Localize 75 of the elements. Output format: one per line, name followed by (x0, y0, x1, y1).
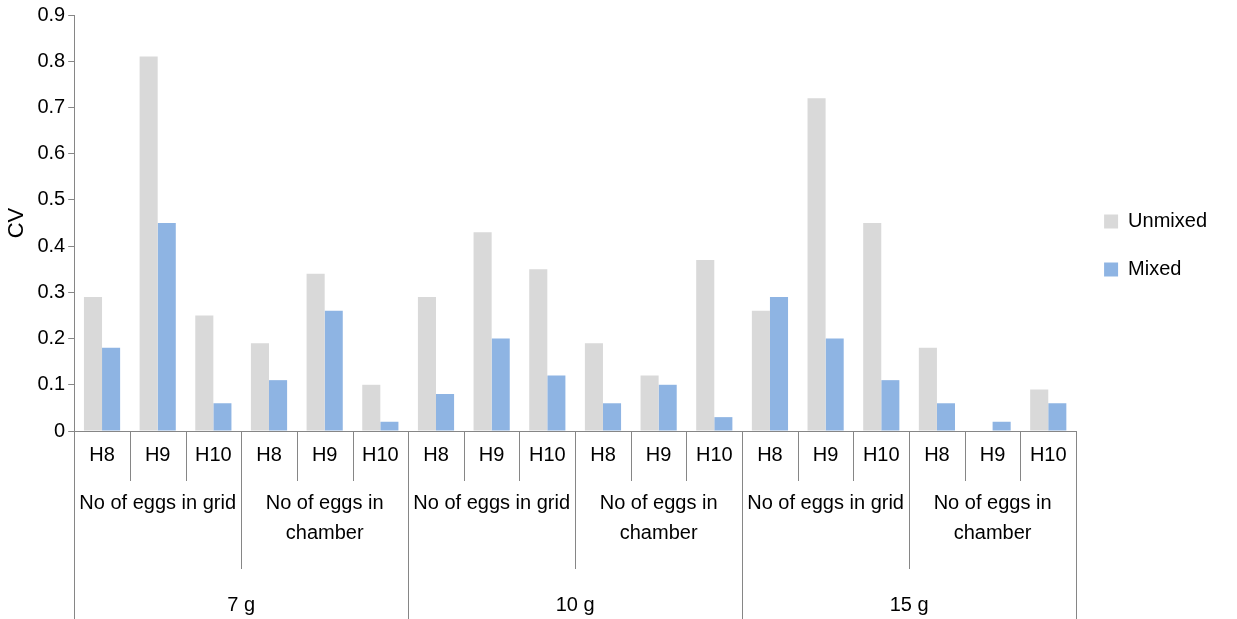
x-tick-label: H9 (979, 442, 1006, 465)
bar (306, 273, 325, 431)
bar (380, 421, 399, 431)
bar (83, 296, 103, 431)
text: No of eggs in chamber (265, 490, 384, 543)
x-tick-label: H9 (144, 442, 171, 465)
bar (269, 380, 288, 431)
x-tick-label: H8 (89, 442, 115, 465)
y-tick-label: 0.3 (37, 279, 66, 302)
y-tick-label: 0.1 (37, 372, 66, 395)
x-tick-label: H8 (757, 442, 783, 465)
bar (992, 421, 1011, 431)
x-tick-label: H8 (590, 442, 616, 465)
bar (102, 347, 121, 431)
bar (417, 296, 436, 431)
bar (714, 417, 733, 431)
x-tick-label: H9 (645, 442, 672, 465)
bar (324, 310, 343, 431)
x-tick-label: H9 (311, 442, 338, 465)
bar (602, 403, 622, 431)
x-tick-label: H10 (361, 442, 399, 465)
bar (751, 310, 770, 431)
bar (491, 338, 510, 431)
y-axis-title: CV (3, 207, 29, 239)
text: 7 g (227, 592, 256, 615)
text: 15 g (889, 592, 929, 615)
y-tick-label: 0 (54, 418, 66, 441)
text: No of eggs in grid (747, 490, 904, 513)
bar (547, 375, 566, 431)
bar (807, 98, 826, 431)
x-tick-label: H8 (423, 442, 449, 465)
bar (658, 384, 677, 431)
legend-label: Unmixed (1128, 209, 1208, 232)
bar (918, 347, 937, 431)
y-tick-label: 0.8 (37, 48, 66, 71)
bar (696, 259, 715, 431)
text: No of eggs in grid (413, 490, 571, 513)
bar (250, 343, 270, 431)
x-tick-label: H9 (478, 442, 505, 465)
x-tick-label: H10 (695, 442, 733, 465)
x-tick-label: H8 (924, 442, 950, 465)
bar (213, 403, 232, 431)
bar (473, 232, 492, 431)
bar (863, 223, 882, 431)
y-tick-label: 0.7 (37, 94, 66, 117)
x-tick-label: H10 (1029, 442, 1067, 465)
x-tick-label: H8 (256, 442, 282, 465)
bar (769, 296, 789, 431)
bar (435, 394, 455, 431)
bar (157, 223, 176, 431)
bar (936, 403, 956, 431)
y-tick-label: 0.5 (37, 187, 66, 210)
bar (195, 315, 214, 431)
x-tick-label: H10 (528, 442, 566, 465)
text: 10 g (555, 592, 595, 615)
bar (1030, 389, 1049, 431)
y-tick-label: 0.4 (37, 233, 66, 256)
bar (584, 343, 603, 431)
bar (1048, 403, 1067, 431)
x-tick-label: H10 (862, 442, 900, 465)
bar (529, 269, 548, 431)
y-tick-label: 0.9 (37, 2, 66, 25)
bar (825, 338, 844, 431)
text: No of eggs in grid (79, 490, 237, 513)
x-tick-label: H9 (812, 442, 839, 465)
legend-label: Mixed (1128, 257, 1182, 280)
text: No of eggs in chamber (933, 490, 1052, 543)
y-tick-label: 0.6 (37, 141, 66, 164)
bar (139, 56, 158, 431)
y-tick-label: 0.2 (37, 326, 66, 349)
bar (362, 384, 381, 431)
bar (881, 380, 900, 431)
text: No of eggs in chamber (599, 490, 718, 543)
x-tick-label: H10 (195, 442, 232, 465)
bar (640, 375, 659, 431)
